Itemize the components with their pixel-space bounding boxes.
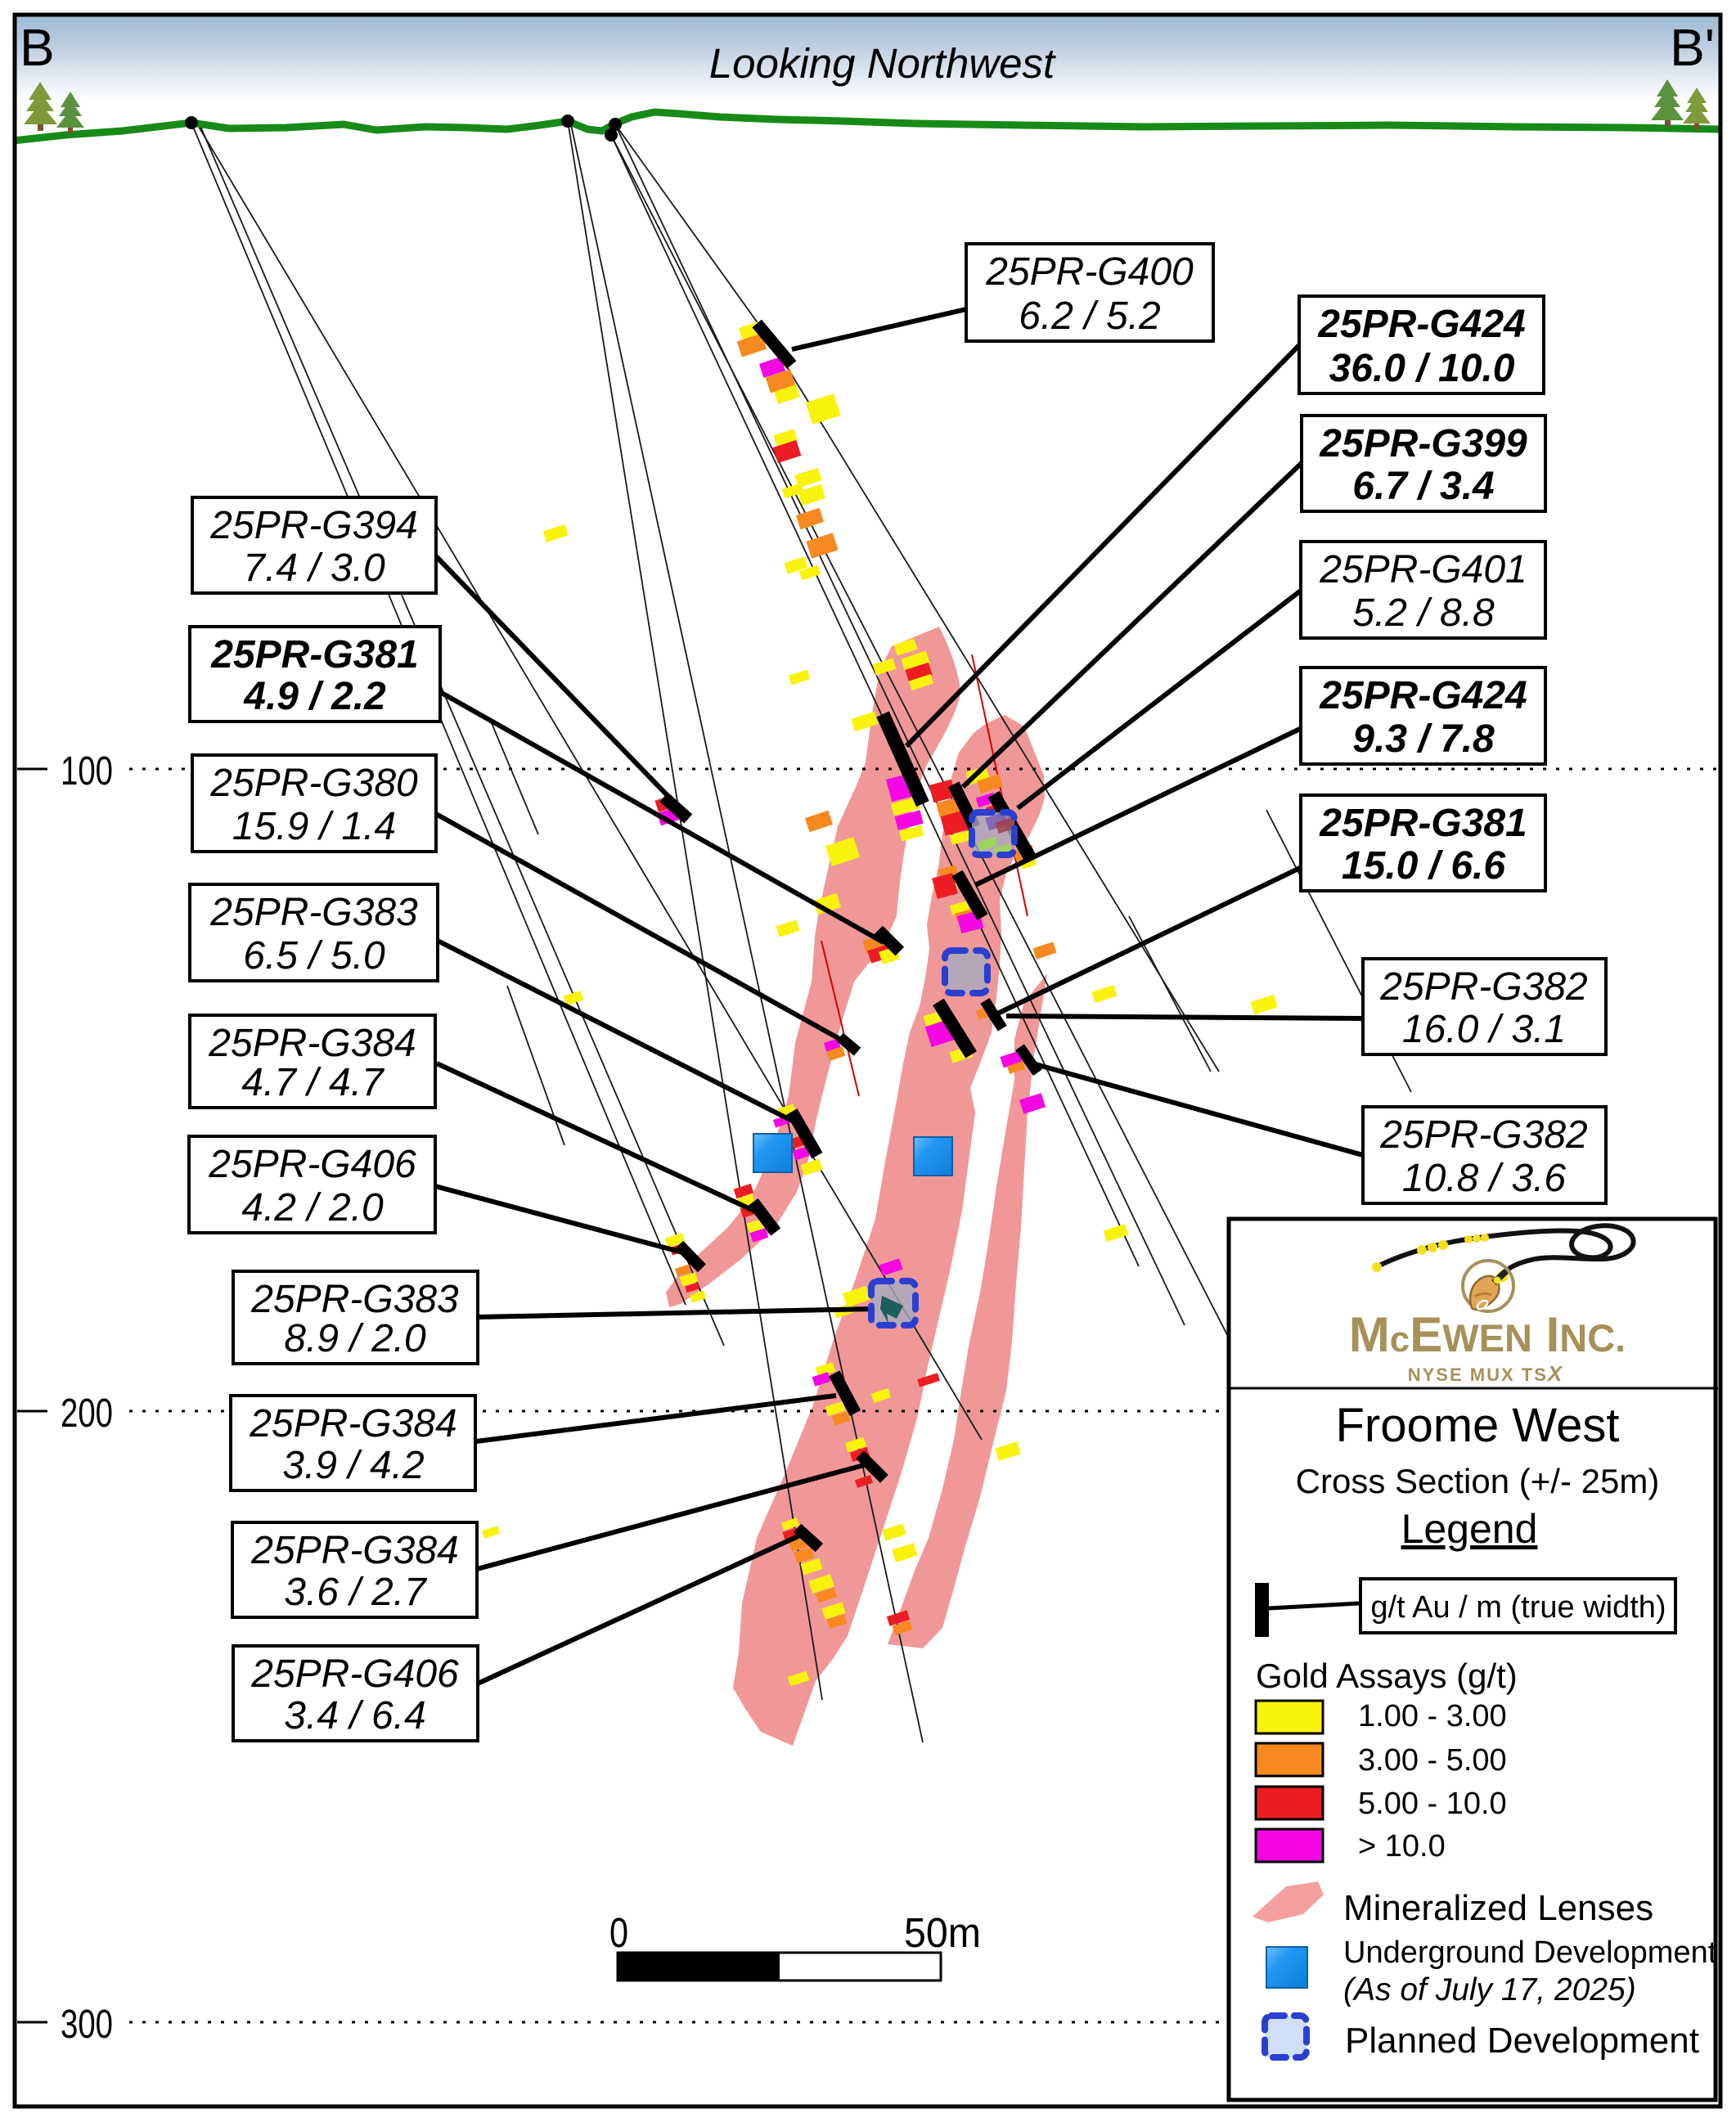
svg-text:25PR-G384: 25PR-G384 [208, 1022, 416, 1065]
svg-text:5.2 / 8.8: 5.2 / 8.8 [1352, 591, 1495, 635]
svg-text:Planned Development: Planned Development [1345, 2021, 1699, 2061]
svg-text:B: B [20, 18, 55, 77]
svg-text:(As of July 17, 2025): (As of July 17, 2025) [1343, 1972, 1636, 2007]
svg-text:200: 200 [61, 1391, 113, 1436]
svg-text:100: 100 [61, 749, 113, 794]
svg-text:25PR-G381: 25PR-G381 [210, 633, 418, 677]
svg-text:> 10.0: > 10.0 [1358, 1829, 1446, 1863]
svg-text:NYSE MUX TSX: NYSE MUX TSX [1408, 1361, 1563, 1386]
svg-text:25PR-G399: 25PR-G399 [1319, 422, 1527, 465]
svg-text:9.3 / 7.8: 9.3 / 7.8 [1352, 717, 1495, 761]
svg-text:0: 0 [609, 1909, 628, 1956]
svg-text:15.9 / 1.4: 15.9 / 1.4 [232, 805, 396, 848]
svg-text:1.00 - 3.00: 1.00 - 3.00 [1358, 1699, 1507, 1733]
svg-text:25PR-G401: 25PR-G401 [1319, 548, 1527, 591]
svg-text:25PR-G382: 25PR-G382 [1379, 965, 1587, 1009]
svg-text:6.7 / 3.4: 6.7 / 3.4 [1352, 465, 1494, 508]
svg-text:Underground Development: Underground Development [1343, 1935, 1717, 1970]
svg-text:3.9 / 4.2: 3.9 / 4.2 [282, 1444, 424, 1487]
svg-text:25PR-G380: 25PR-G380 [209, 762, 418, 805]
svg-text:25PR-G384: 25PR-G384 [250, 1529, 458, 1572]
svg-text:5.00 - 10.0: 5.00 - 10.0 [1358, 1787, 1507, 1821]
svg-text:25PR-G383: 25PR-G383 [250, 1278, 459, 1321]
svg-text:10.8 / 3.6: 10.8 / 3.6 [1402, 1157, 1566, 1200]
svg-text:8.9 / 2.0: 8.9 / 2.0 [284, 1317, 426, 1360]
svg-text:B': B' [1670, 18, 1715, 77]
svg-text:25PR-G384: 25PR-G384 [249, 1402, 456, 1445]
svg-text:50m: 50m [904, 1909, 981, 1956]
svg-text:25PR-G424: 25PR-G424 [1319, 674, 1527, 717]
svg-text:7.4 / 3.0: 7.4 / 3.0 [243, 546, 385, 590]
svg-text:3.4 / 6.4: 3.4 / 6.4 [284, 1694, 425, 1738]
svg-text:6.5 / 5.0: 6.5 / 5.0 [243, 934, 385, 978]
svg-text:Froome West: Froome West [1335, 1399, 1619, 1452]
svg-text:g/t Au / m (true width): g/t Au / m (true width) [1370, 1590, 1666, 1625]
svg-text:36.0 / 10.0: 36.0 / 10.0 [1329, 347, 1515, 390]
svg-text:Mineralized Lenses: Mineralized Lenses [1343, 1888, 1653, 1928]
svg-text:25PR-G400: 25PR-G400 [985, 250, 1194, 294]
svg-text:25PR-G406: 25PR-G406 [250, 1652, 459, 1696]
svg-text:15.0 / 6.6: 15.0 / 6.6 [1342, 844, 1505, 888]
svg-text:Legend: Legend [1401, 1506, 1538, 1552]
svg-text:3.00 - 5.00: 3.00 - 5.00 [1358, 1743, 1507, 1778]
svg-text:25PR-G394: 25PR-G394 [209, 504, 417, 547]
svg-text:4.9 / 2.2: 4.9 / 2.2 [243, 675, 386, 718]
svg-text:25PR-G382: 25PR-G382 [1379, 1113, 1587, 1157]
svg-text:4.7 / 4.7: 4.7 / 4.7 [241, 1061, 385, 1104]
svg-text:25PR-G383: 25PR-G383 [209, 891, 418, 934]
svg-text:6.2 / 5.2: 6.2 / 5.2 [1019, 294, 1160, 338]
svg-text:25PR-G424: 25PR-G424 [1317, 303, 1525, 346]
svg-text:25PR-G381: 25PR-G381 [1319, 802, 1527, 845]
svg-text:Cross Section (+/- 25m): Cross Section (+/- 25m) [1296, 1462, 1660, 1500]
svg-text:300: 300 [61, 2003, 113, 2047]
svg-text:16.0 / 3.1: 16.0 / 3.1 [1402, 1008, 1566, 1051]
svg-text:Looking Northwest: Looking Northwest [709, 40, 1056, 87]
svg-text:Gold Assays (g/t): Gold Assays (g/t) [1256, 1657, 1518, 1695]
svg-text:3.6 / 2.7: 3.6 / 2.7 [284, 1571, 428, 1614]
svg-text:4.2 / 2.0: 4.2 / 2.0 [241, 1186, 384, 1230]
svg-text:25PR-G406: 25PR-G406 [208, 1143, 416, 1186]
